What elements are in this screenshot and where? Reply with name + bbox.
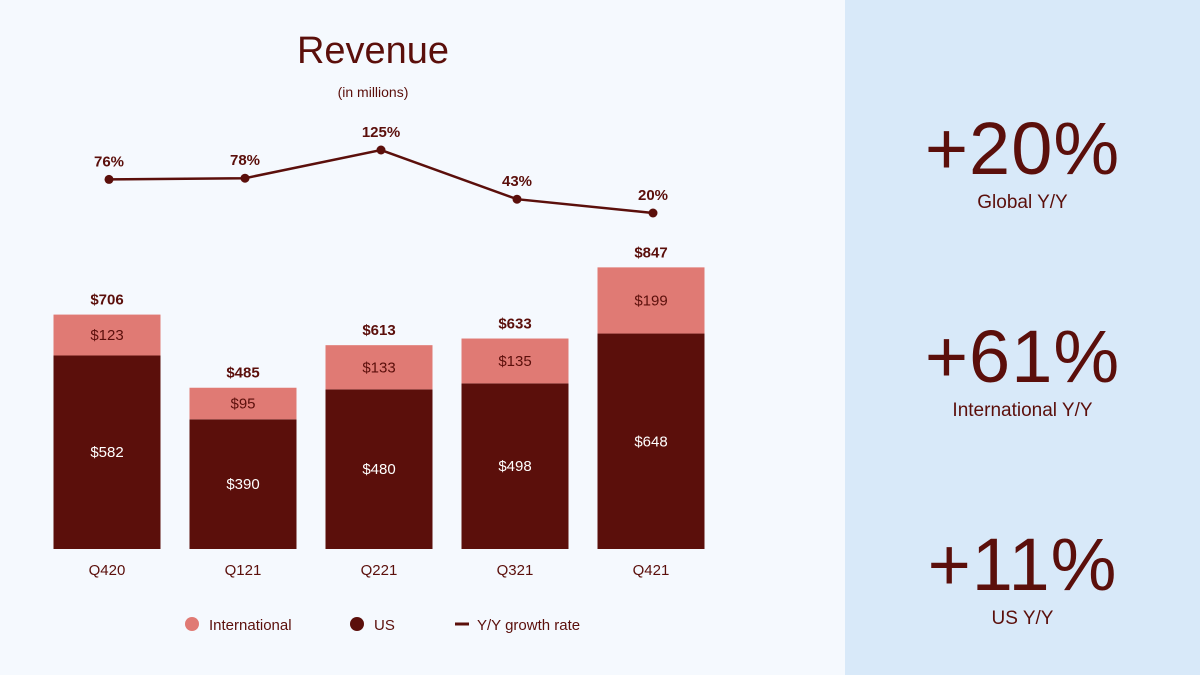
stat-global-label: Global Y/Y	[977, 192, 1068, 213]
growth-point	[240, 173, 250, 183]
legend-marker-us	[350, 617, 364, 631]
bar-international-Q420	[53, 314, 161, 356]
stat-us-label: US Y/Y	[991, 608, 1054, 629]
data-label-total: $485	[226, 365, 259, 382]
data-label-total: $706	[90, 292, 123, 309]
growth-label: 43%	[502, 173, 532, 190]
data-label-total: $613	[362, 322, 395, 339]
bar-us-Q121	[189, 419, 297, 549]
growth-point	[104, 174, 114, 184]
legend-label: US	[374, 617, 395, 634]
stat-us: +11% US Y/Y	[845, 528, 1200, 630]
x-tick-label: Q321	[497, 562, 534, 579]
bar-international-Q221	[325, 345, 433, 390]
data-label-us: $498	[498, 458, 531, 475]
chart-title: Revenue	[296, 30, 450, 72]
data-label-international: $135	[498, 353, 531, 370]
bar-international-Q321	[461, 338, 569, 384]
data-label-us: $480	[362, 461, 395, 478]
bar-international-Q121	[189, 387, 297, 420]
growth-point	[512, 194, 522, 204]
growth-label: 76%	[94, 153, 124, 170]
x-tick-label: Q121	[225, 562, 262, 579]
chart-subtitle: (in millions)	[337, 84, 409, 100]
bar-us-Q420	[53, 355, 161, 549]
bar-us-Q421	[597, 333, 705, 549]
data-label-international: $199	[634, 292, 667, 309]
data-label-international: $133	[362, 359, 395, 376]
data-label-international: $123	[90, 327, 123, 344]
x-tick-label: Q420	[89, 562, 126, 579]
x-tick-label: Q221	[361, 562, 398, 579]
growth-line	[108, 148, 654, 215]
data-label-international: $95	[230, 396, 255, 413]
stat-us-value: +11%	[927, 523, 1118, 606]
growth-point	[376, 145, 386, 155]
growth-label: 20%	[638, 187, 668, 204]
data-label-us: $582	[90, 444, 123, 461]
data-label-us: $390	[226, 476, 259, 493]
legend-label: International	[209, 617, 292, 634]
stat-international-label: International Y/Y	[952, 400, 1093, 421]
data-label-total: $847	[634, 244, 667, 261]
growth-point	[648, 208, 658, 218]
legend-marker-international	[185, 617, 199, 631]
growth-label: 125%	[362, 124, 400, 141]
bar-international-Q421	[597, 267, 705, 334]
bar-us-Q221	[325, 389, 433, 549]
data-label-total: $633	[498, 316, 531, 333]
stat-international: +61% International Y/Y	[845, 320, 1200, 422]
stats-panel: +20% Global Y/Y +61% International Y/Y +…	[845, 0, 1200, 675]
stat-international-value: +61%	[924, 315, 1121, 398]
revenue-chart: $582 $123 $706 Q420 $390 $95 $485 Q121 $480 $133 $…	[53, 124, 705, 634]
x-tick-label: Q421	[633, 562, 670, 579]
data-label-us: $648	[634, 433, 667, 450]
stat-global-value: +20%	[924, 107, 1121, 190]
growth-label: 78%	[230, 152, 260, 169]
legend-label: Y/Y growth rate	[477, 617, 580, 634]
bar-us-Q321	[461, 383, 569, 549]
stat-global: +20% Global Y/Y	[845, 112, 1200, 214]
